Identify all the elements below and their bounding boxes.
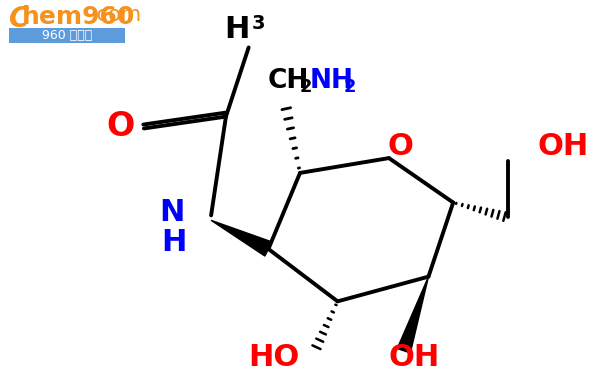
Bar <box>8 28 125 44</box>
Text: 2: 2 <box>300 78 313 96</box>
Text: hem960: hem960 <box>21 5 135 29</box>
Text: 960 化工网: 960 化工网 <box>42 29 92 42</box>
Text: OH: OH <box>537 132 589 161</box>
Polygon shape <box>211 220 272 256</box>
Text: NH: NH <box>310 68 354 94</box>
Text: CH: CH <box>267 68 309 94</box>
Text: O: O <box>388 132 414 161</box>
Text: H: H <box>224 15 249 44</box>
Text: H: H <box>161 228 186 256</box>
Text: N: N <box>159 198 185 227</box>
Text: OH: OH <box>389 343 440 372</box>
Text: O: O <box>106 110 134 143</box>
Text: C: C <box>8 5 29 33</box>
Text: 2: 2 <box>344 78 356 96</box>
Text: HO: HO <box>249 343 300 372</box>
Text: .com: .com <box>91 5 142 25</box>
Polygon shape <box>397 277 428 353</box>
Text: 3: 3 <box>252 14 265 33</box>
